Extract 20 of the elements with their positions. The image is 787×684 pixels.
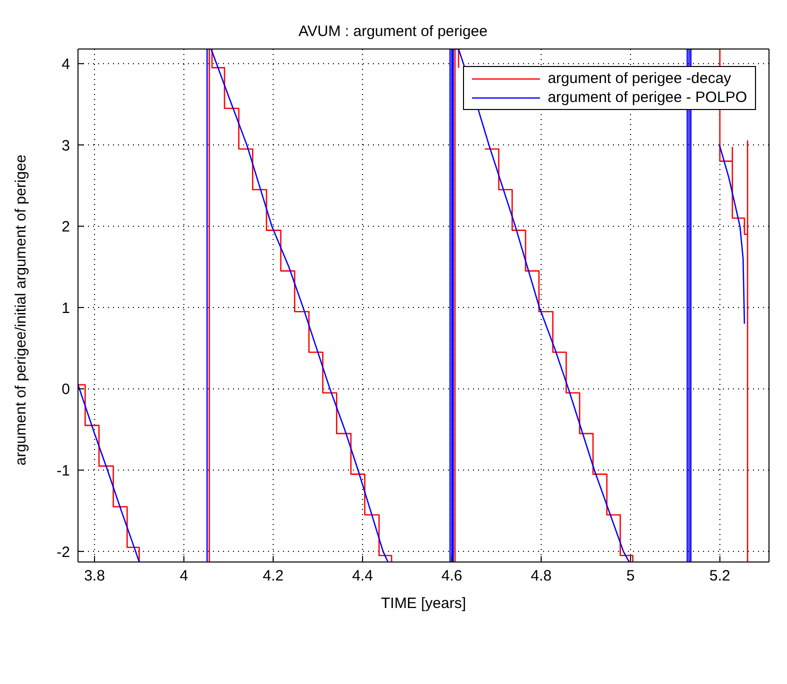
x-tick-label: 5.2 <box>709 568 730 585</box>
x-axis-title: TIME [years] <box>380 595 466 612</box>
y-tick-label: -2 <box>56 544 70 561</box>
y-tick-label: 2 <box>62 218 70 236</box>
x-tick-label: 4.2 <box>262 568 284 585</box>
x-tick-label: 4.8 <box>530 568 552 585</box>
x-tick-label: 4.6 <box>441 568 462 585</box>
legend-label: argument of perigee -decay <box>548 69 732 88</box>
legend-label: argument of perigee - POLPO <box>548 88 747 107</box>
y-tick-label: -1 <box>56 462 70 480</box>
y-tick-label: 1 <box>62 300 70 317</box>
y-axis-title: argument of perigee/initial argument of perigee <box>12 154 30 466</box>
y-tick-label: 3 <box>62 137 70 154</box>
x-tick-label: 5 <box>626 568 635 585</box>
y-tick-label: 4 <box>62 56 70 73</box>
x-tick-label: 4.4 <box>352 568 373 585</box>
x-tick-label: 4 <box>180 568 188 585</box>
x-tick-label: 3.8 <box>84 568 105 585</box>
chart-title: AVUM : argument of perigee <box>298 22 488 42</box>
y-tick-label: 0 <box>62 381 70 398</box>
